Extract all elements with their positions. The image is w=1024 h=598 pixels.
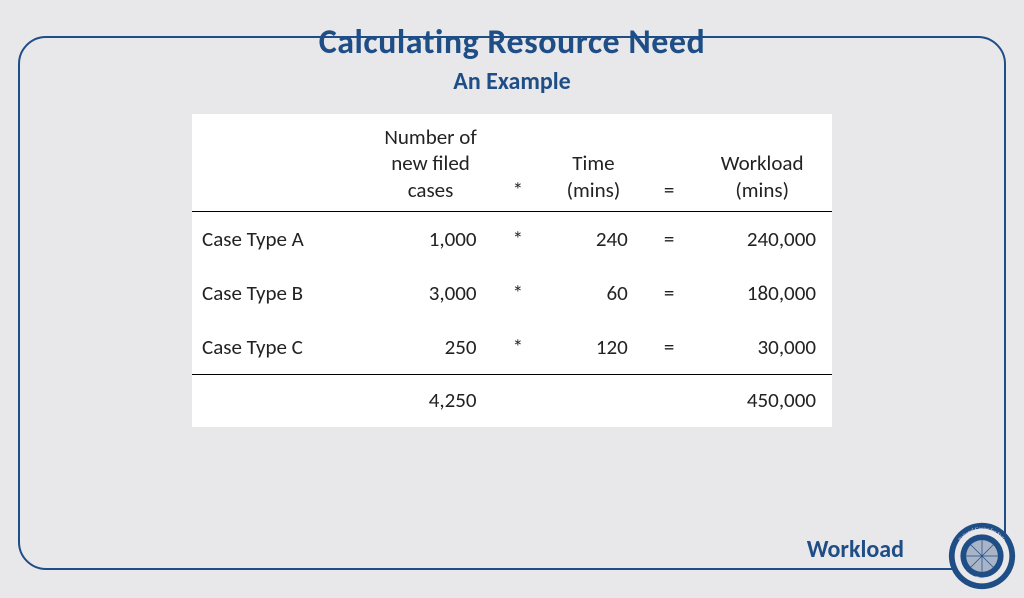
footer-workload-label: Workload [807,535,904,564]
ncsc-seal-icon: National Center for State Courts [946,520,1018,592]
slide-frame [18,36,1006,570]
